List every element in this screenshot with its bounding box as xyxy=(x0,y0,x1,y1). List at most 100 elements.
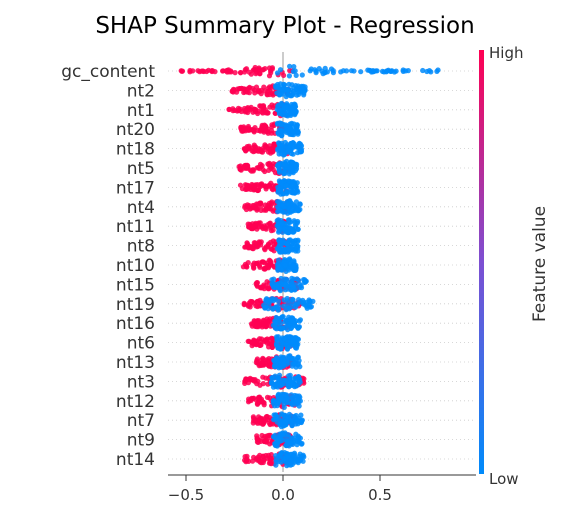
shap-point xyxy=(269,297,275,303)
shap-point xyxy=(279,391,285,397)
shap-point xyxy=(298,148,304,154)
shap-point xyxy=(273,462,279,468)
shap-point xyxy=(293,375,299,381)
shap-point xyxy=(290,128,296,134)
x-tick-label: 0.5 xyxy=(368,486,392,504)
shap-point xyxy=(261,286,267,292)
shap-point xyxy=(272,170,278,176)
shap-point xyxy=(259,125,265,131)
shap-point xyxy=(267,104,273,110)
shap-point xyxy=(277,67,284,73)
shap-point xyxy=(293,401,299,407)
shap-point xyxy=(291,361,297,367)
shap-point xyxy=(264,279,270,285)
feature-label: nt9 xyxy=(127,431,155,451)
shap-point xyxy=(261,339,267,345)
shap-point xyxy=(279,133,285,139)
shap-point xyxy=(294,442,300,448)
shap-point xyxy=(286,81,292,87)
shap-point xyxy=(294,343,300,349)
x-tick-label: 0.0 xyxy=(271,486,295,504)
shap-point xyxy=(330,70,336,76)
shap-point xyxy=(265,297,271,303)
shap-point xyxy=(265,358,271,364)
shap-point xyxy=(435,67,441,73)
shap-point xyxy=(268,452,274,458)
shap-point xyxy=(285,399,291,405)
shap-point xyxy=(257,264,263,270)
shap-point xyxy=(260,356,266,362)
shap-point xyxy=(278,346,284,352)
shap-point xyxy=(274,218,280,224)
shap-point xyxy=(286,219,292,226)
shap-point xyxy=(279,355,286,361)
shap-point xyxy=(212,69,218,75)
shap-point xyxy=(295,325,301,331)
shap-point xyxy=(254,244,260,250)
shap-point xyxy=(269,163,275,169)
shap-point xyxy=(236,164,242,170)
chart-title: SHAP Summary Plot - Regression xyxy=(95,13,474,39)
shap-point xyxy=(290,168,296,174)
shap-point xyxy=(187,67,193,74)
shap-point xyxy=(274,70,281,76)
shap-point xyxy=(264,109,270,115)
feature-label: nt15 xyxy=(116,275,155,295)
shap-point xyxy=(274,337,280,343)
shap-point xyxy=(293,72,299,78)
shap-point xyxy=(287,440,293,446)
shap-point xyxy=(287,256,293,262)
shap-point xyxy=(306,303,312,309)
shap-point xyxy=(268,130,275,136)
shap-point xyxy=(285,178,291,184)
shap-point xyxy=(284,392,290,398)
shap-point xyxy=(253,303,259,309)
shap-point xyxy=(277,451,283,457)
shap-point xyxy=(241,302,247,308)
shap-point xyxy=(296,318,302,324)
shap-point xyxy=(256,363,262,369)
shap-point xyxy=(276,107,282,113)
shap-point xyxy=(248,377,255,383)
shap-point xyxy=(296,284,302,290)
shap-point xyxy=(254,260,260,266)
shap-point xyxy=(250,85,256,92)
shap-point xyxy=(290,356,296,362)
x-axis-ticks: −0.5 0.0 0.5 xyxy=(168,475,392,504)
shap-point xyxy=(242,203,248,209)
shap-point xyxy=(299,441,305,447)
feature-label: nt6 xyxy=(127,334,155,354)
shap-point xyxy=(301,92,307,98)
feature-label: nt12 xyxy=(116,392,155,412)
shap-point xyxy=(262,417,269,423)
shap-point xyxy=(290,241,296,247)
shap-point xyxy=(276,165,282,171)
shap-point xyxy=(275,103,281,109)
shap-point xyxy=(242,378,249,384)
shap-point xyxy=(249,299,255,305)
feature-label: nt4 xyxy=(127,198,155,218)
shap-point xyxy=(287,372,293,378)
feature-label: nt8 xyxy=(127,237,155,257)
shap-point xyxy=(251,415,257,421)
shap-point xyxy=(278,396,284,402)
shap-point xyxy=(239,186,245,192)
shap-point xyxy=(281,151,288,157)
shap-point xyxy=(279,381,285,388)
shap-point xyxy=(248,340,255,346)
feature-label: nt19 xyxy=(116,295,155,315)
shap-point xyxy=(261,362,267,368)
shap-point xyxy=(260,453,266,459)
shap-point xyxy=(284,229,290,235)
shap-point xyxy=(282,276,288,282)
shap-point xyxy=(275,307,281,313)
shap-point xyxy=(272,141,278,147)
shap-point xyxy=(286,455,292,461)
shap-point xyxy=(403,68,409,74)
shap-point xyxy=(371,68,377,74)
shap-point xyxy=(269,124,275,130)
shap-point xyxy=(251,264,257,270)
shap-point xyxy=(289,296,295,302)
shap-point xyxy=(348,68,355,74)
shap-point xyxy=(199,68,205,74)
